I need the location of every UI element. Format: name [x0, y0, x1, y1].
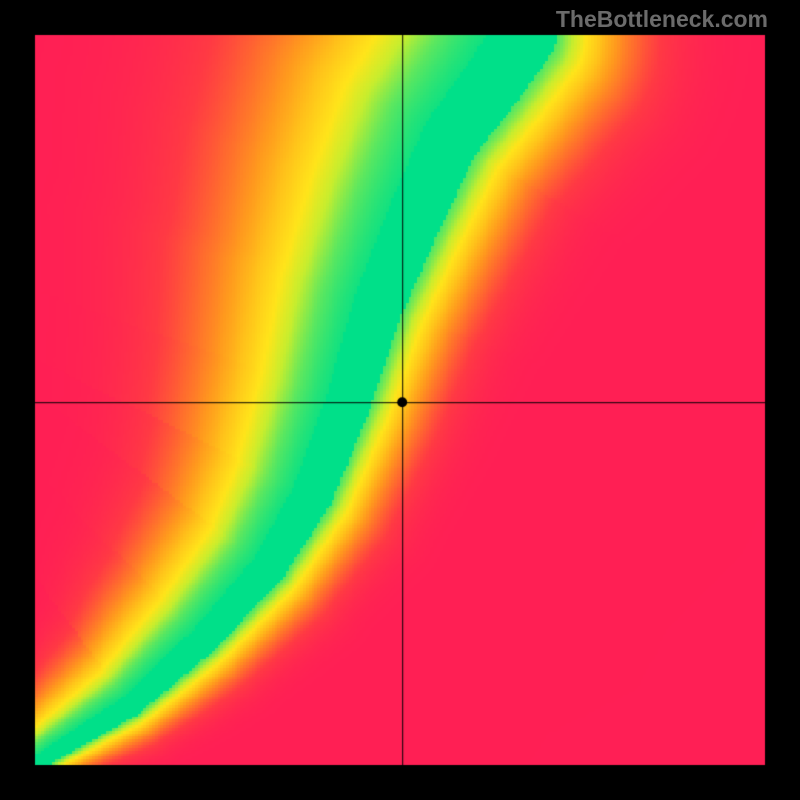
chart-container: TheBottleneck.com: [0, 0, 800, 800]
bottleneck-heatmap: [0, 0, 800, 800]
watermark-text: TheBottleneck.com: [556, 6, 768, 33]
